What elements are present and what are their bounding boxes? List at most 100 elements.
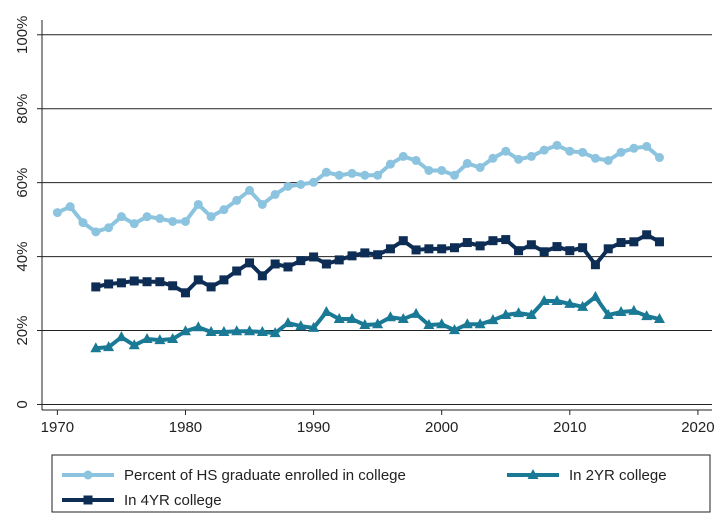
point	[103, 341, 115, 352]
x-tick-label: 2000	[425, 419, 458, 436]
point	[551, 294, 563, 305]
point	[642, 230, 652, 240]
point	[565, 146, 575, 156]
point	[577, 300, 589, 311]
point	[256, 326, 268, 336]
point	[245, 185, 255, 195]
point	[360, 248, 370, 258]
point	[65, 202, 75, 212]
point	[538, 294, 550, 305]
point	[513, 307, 525, 318]
point	[192, 321, 204, 332]
point	[616, 238, 626, 248]
point	[104, 223, 114, 233]
y-tick-label: 60%	[14, 168, 31, 198]
point	[474, 318, 486, 329]
point	[334, 255, 344, 265]
point	[565, 246, 575, 256]
point	[360, 170, 370, 180]
point	[372, 318, 384, 329]
legend-label: In 4YR college	[124, 492, 222, 509]
y-tick-label: 0	[14, 400, 31, 408]
point	[525, 308, 537, 319]
point	[309, 177, 319, 187]
point	[218, 326, 230, 336]
y-tick-label: 80%	[14, 94, 31, 124]
point	[283, 181, 293, 191]
point	[296, 256, 306, 266]
point	[436, 318, 448, 329]
point	[129, 276, 139, 286]
point	[410, 307, 422, 318]
point	[616, 147, 626, 157]
point	[142, 212, 152, 222]
point	[244, 325, 256, 336]
point	[308, 321, 320, 332]
legend-marker	[83, 495, 93, 505]
point	[552, 140, 562, 150]
point	[115, 331, 127, 342]
legend-label: In 2YR college	[569, 467, 667, 484]
point	[206, 212, 216, 222]
point	[552, 242, 562, 252]
point	[475, 241, 485, 251]
point	[373, 170, 383, 180]
point	[193, 275, 203, 285]
point	[526, 240, 536, 250]
point	[142, 277, 152, 287]
point	[179, 325, 191, 336]
legend-marker	[527, 469, 539, 479]
point	[232, 195, 242, 205]
point	[270, 189, 280, 199]
y-tick-label: 20%	[14, 316, 31, 346]
point	[653, 313, 665, 324]
legend-marker	[83, 470, 93, 480]
point	[450, 243, 460, 253]
x-tick-label: 1970	[41, 419, 74, 436]
point	[321, 167, 331, 177]
point	[628, 304, 640, 315]
point	[168, 216, 178, 226]
x-tick-label: 1980	[169, 419, 202, 436]
point	[398, 151, 408, 161]
point	[90, 342, 102, 353]
point	[589, 290, 601, 301]
point	[629, 143, 639, 153]
point	[104, 279, 114, 289]
point	[116, 212, 126, 222]
point	[295, 320, 307, 331]
point	[590, 260, 600, 270]
point	[437, 165, 447, 175]
point	[283, 262, 293, 272]
point	[654, 237, 664, 247]
point	[641, 310, 653, 321]
x-tick-label: 2010	[553, 419, 586, 436]
point	[603, 155, 613, 165]
point	[333, 313, 345, 324]
point	[539, 247, 549, 257]
point	[219, 275, 229, 285]
y-tick-label: 40%	[14, 242, 31, 272]
series-line	[95, 232, 661, 295]
point	[232, 266, 242, 276]
point	[346, 313, 358, 324]
point	[155, 214, 165, 224]
point	[180, 288, 190, 298]
x-tick-label: 2020	[681, 419, 714, 436]
point	[116, 278, 126, 288]
point	[141, 333, 153, 344]
point	[269, 327, 281, 338]
point	[168, 281, 178, 291]
point	[398, 236, 408, 246]
point	[129, 219, 139, 229]
point	[385, 159, 395, 169]
point	[501, 235, 511, 245]
x-tick-label: 1990	[297, 419, 330, 436]
point	[488, 153, 498, 163]
point	[384, 311, 396, 322]
point	[501, 146, 511, 156]
point	[487, 314, 499, 325]
point	[155, 277, 165, 287]
